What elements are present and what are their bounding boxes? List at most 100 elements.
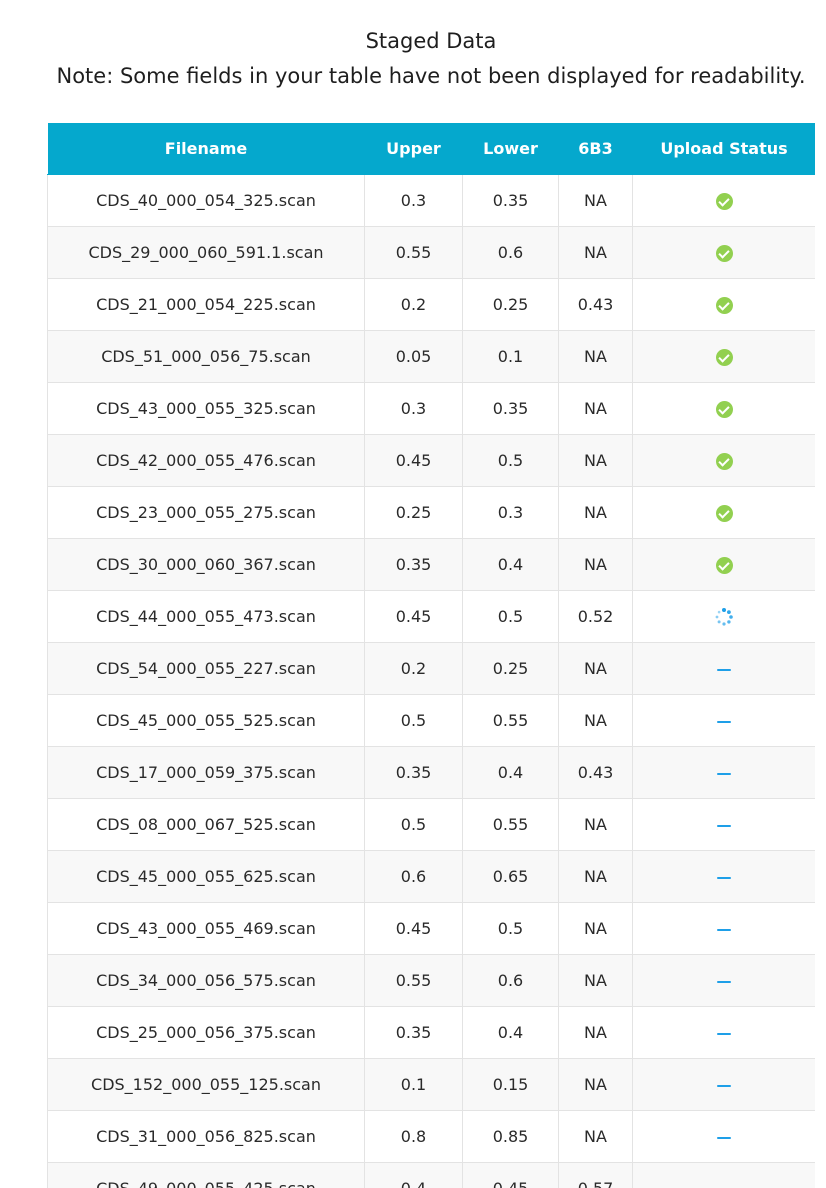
table-row: CDS_44_000_055_473.scan 0.45 0.5 0.52 (47, 590, 815, 643)
upper-cell: 0.6 (364, 850, 463, 903)
lower-cell: 0.4 (462, 538, 559, 591)
upload-status-cell (632, 1110, 815, 1163)
table-row: CDS_152_000_055_125.scan 0.1 0.15 NA (47, 1058, 815, 1111)
lower-cell: 0.4 (462, 1006, 559, 1059)
lower-cell: 0.3 (462, 486, 559, 539)
dash-icon (717, 1032, 731, 1035)
filename-cell: CDS_42_000_055_476.scan (47, 434, 365, 487)
filename-cell: CDS_30_000_060_367.scan (47, 538, 365, 591)
table-row: CDS_29_000_060_591.1.scan 0.55 0.6 NA (47, 226, 815, 279)
lower-cell: 0.65 (462, 850, 559, 903)
filename-cell: CDS_54_000_055_227.scan (47, 642, 365, 695)
upload-status-cell (632, 1006, 815, 1059)
upper-cell: 0.35 (364, 746, 463, 799)
column-header-upload-status: Upload Status (632, 123, 815, 175)
lower-cell: 0.1 (462, 330, 559, 383)
upper-cell: 0.4 (364, 1162, 463, 1188)
upload-status-cell (632, 382, 815, 435)
upper-cell: 0.55 (364, 226, 463, 279)
6b3-cell: NA (558, 538, 633, 591)
lower-cell: 0.25 (462, 642, 559, 695)
6b3-cell: NA (558, 798, 633, 851)
loading-spinner-icon (715, 608, 733, 626)
lower-cell: 0.5 (462, 434, 559, 487)
dash-icon (717, 980, 731, 983)
table-row: CDS_45_000_055_625.scan 0.6 0.65 NA (47, 850, 815, 903)
lower-cell: 0.45 (462, 1162, 559, 1188)
filename-cell: CDS_34_000_056_575.scan (47, 954, 365, 1007)
upload-status-cell (632, 954, 815, 1007)
filename-cell: CDS_08_000_067_525.scan (47, 798, 365, 851)
upper-cell: 0.2 (364, 642, 463, 695)
upload-status-cell (632, 278, 815, 331)
upper-cell: 0.3 (364, 382, 463, 435)
check-circle-icon (715, 349, 733, 366)
6b3-cell: NA (558, 226, 633, 279)
check-circle-icon (715, 453, 733, 470)
table-row: CDS_25_000_056_375.scan 0.35 0.4 NA (47, 1006, 815, 1059)
upload-status-cell (632, 746, 815, 799)
table-header: Filename Upper Lower 6B3 Upload Status (47, 123, 815, 175)
upload-status-cell (632, 538, 815, 591)
check-circle-icon (715, 557, 733, 574)
dash-icon (717, 720, 731, 723)
lower-cell: 0.5 (462, 590, 559, 643)
upper-cell: 0.2 (364, 278, 463, 331)
filename-cell: CDS_23_000_055_275.scan (47, 486, 365, 539)
6b3-cell: NA (558, 486, 633, 539)
readability-note: Note: Some fields in your table have not… (56, 64, 806, 88)
6b3-cell: NA (558, 850, 633, 903)
upper-cell: 0.5 (364, 798, 463, 851)
table-row: CDS_23_000_055_275.scan 0.25 0.3 NA (47, 486, 815, 539)
dash-icon (717, 668, 731, 671)
table-row: CDS_21_000_054_225.scan 0.2 0.25 0.43 (47, 278, 815, 331)
filename-cell: CDS_51_000_056_75.scan (47, 330, 365, 383)
upload-status-cell (632, 694, 815, 747)
column-header-6b3: 6B3 (558, 123, 633, 175)
table-row: CDS_43_000_055_325.scan 0.3 0.35 NA (47, 382, 815, 435)
header-row: Filename Upper Lower 6B3 Upload Status (47, 123, 815, 175)
6b3-cell: NA (558, 1110, 633, 1163)
lower-cell: 0.85 (462, 1110, 559, 1163)
upload-status-cell (632, 798, 815, 851)
check-circle-icon (715, 193, 733, 210)
filename-cell: CDS_21_000_054_225.scan (47, 278, 365, 331)
filename-cell: CDS_43_000_055_469.scan (47, 902, 365, 955)
upload-status-cell (632, 330, 815, 383)
dash-icon (717, 1084, 731, 1087)
upper-cell: 0.55 (364, 954, 463, 1007)
table-row: CDS_17_000_059_375.scan 0.35 0.4 0.43 (47, 746, 815, 799)
table-row: CDS_30_000_060_367.scan 0.35 0.4 NA (47, 538, 815, 591)
dash-icon (717, 1136, 731, 1139)
filename-cell: CDS_25_000_056_375.scan (47, 1006, 365, 1059)
upper-cell: 0.3 (364, 174, 463, 227)
6b3-cell: 0.43 (558, 278, 633, 331)
filename-cell: CDS_29_000_060_591.1.scan (47, 226, 365, 279)
upper-cell: 0.8 (364, 1110, 463, 1163)
table-row: CDS_40_000_054_325.scan 0.3 0.35 NA (47, 174, 815, 227)
filename-cell: CDS_45_000_055_625.scan (47, 850, 365, 903)
lower-cell: 0.6 (462, 226, 559, 279)
upper-cell: 0.45 (364, 434, 463, 487)
filename-cell: CDS_17_000_059_375.scan (47, 746, 365, 799)
upload-status-cell (632, 1162, 815, 1188)
filename-cell: CDS_45_000_055_525.scan (47, 694, 365, 747)
dash-icon (717, 772, 731, 775)
6b3-cell: NA (558, 902, 633, 955)
6b3-cell: 0.57 (558, 1162, 633, 1188)
check-circle-icon (715, 505, 733, 522)
filename-cell: CDS_43_000_055_325.scan (47, 382, 365, 435)
lower-cell: 0.55 (462, 694, 559, 747)
staged-data-table: Filename Upper Lower 6B3 Upload Status C… (47, 123, 815, 1188)
6b3-cell: NA (558, 1058, 633, 1111)
upload-status-cell (632, 902, 815, 955)
page-title: Staged Data (365, 29, 497, 53)
filename-cell: CDS_31_000_056_825.scan (47, 1110, 365, 1163)
upload-status-cell (632, 1058, 815, 1111)
table-row: CDS_54_000_055_227.scan 0.2 0.25 NA (47, 642, 815, 695)
6b3-cell: NA (558, 382, 633, 435)
upload-status-cell (632, 226, 815, 279)
lower-cell: 0.55 (462, 798, 559, 851)
upload-status-cell (632, 850, 815, 903)
